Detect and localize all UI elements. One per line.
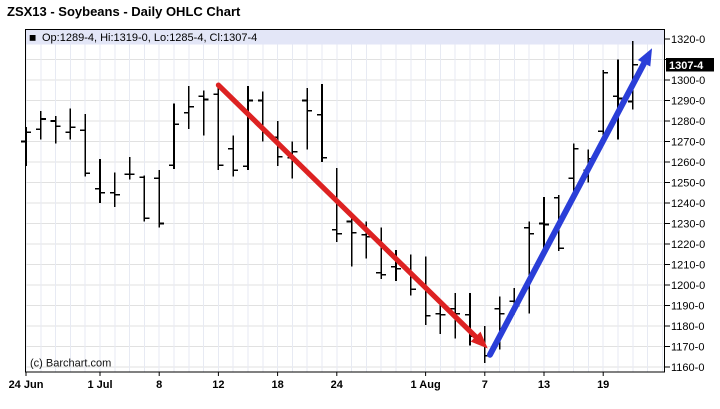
ohlc-bar bbox=[539, 196, 549, 251]
ohlc-bar bbox=[524, 221, 535, 314]
ohlc-bar bbox=[302, 88, 313, 150]
chart-title: ZSX13 - Soybeans - Daily OHLC Chart bbox=[7, 4, 241, 19]
y-axis-label: 1220-0 bbox=[671, 239, 705, 251]
x-axis-label: 7 bbox=[482, 379, 488, 391]
ohlc-bar bbox=[169, 103, 179, 170]
ohlc-bar bbox=[317, 84, 327, 162]
x-axis-label: 19 bbox=[597, 379, 609, 391]
x-axis-label: 24 Jun bbox=[9, 379, 44, 391]
ohlc-bar bbox=[198, 90, 209, 136]
x-axis-label: 8 bbox=[156, 379, 162, 391]
y-axis-label: 1180-0 bbox=[671, 321, 704, 333]
ohlc-bar bbox=[627, 41, 638, 110]
quote-text: Op:1289-4, Hi:1319-0, Lo:1285-4, Cl:1307… bbox=[42, 32, 257, 44]
ohlc-bar bbox=[35, 110, 46, 140]
ohlc-bar bbox=[331, 168, 342, 242]
y-axis-label: 1240-0 bbox=[671, 198, 705, 210]
x-axis-label: 24 bbox=[331, 379, 344, 391]
downtrend-arrow bbox=[215, 82, 488, 349]
y-axis-label: 1170-0 bbox=[671, 342, 704, 354]
x-axis-label: 12 bbox=[212, 379, 224, 391]
last-price-label: 1307-4 bbox=[669, 60, 704, 72]
ohlc-bar bbox=[139, 175, 150, 222]
x-axis: 24 Jun 1 Jul 8 12 18 24 1 Aug 7 13 19 bbox=[9, 372, 609, 391]
ohlc-bar bbox=[95, 158, 105, 203]
copyright: (c) Barchart.com bbox=[30, 358, 111, 370]
uptrend-arrow bbox=[486, 48, 653, 358]
y-axis-label: 1320-0 bbox=[671, 34, 705, 46]
y-axis-label: 1160-0 bbox=[671, 362, 704, 374]
ohlc-bars bbox=[21, 41, 638, 363]
ohlc-bar bbox=[50, 115, 61, 144]
y-axis-label: 1250-0 bbox=[671, 178, 705, 190]
y-axis-label: 1210-0 bbox=[671, 260, 705, 272]
x-axis-label: 1 Aug bbox=[411, 379, 441, 391]
ohlc-bar bbox=[598, 69, 609, 140]
y-axis-label: 1200-0 bbox=[671, 280, 705, 292]
plot-border bbox=[24, 28, 666, 373]
last-price-box bbox=[666, 58, 714, 72]
ohlc-bar bbox=[213, 84, 224, 171]
ohlc-bar bbox=[568, 143, 579, 195]
ohlc-bar bbox=[183, 86, 194, 130]
y-axis-label: 1270-0 bbox=[671, 137, 705, 149]
ohlc-bar bbox=[613, 59, 623, 140]
ohlc-bar bbox=[346, 213, 357, 267]
y-axis-label: 1300-0 bbox=[671, 75, 705, 87]
x-axis-label: 13 bbox=[538, 379, 550, 391]
ohlc-bar bbox=[243, 86, 253, 171]
x-axis-label: 1 Jul bbox=[87, 379, 112, 391]
trend-arrows bbox=[215, 48, 653, 358]
y-axis-label: 1260-0 bbox=[671, 157, 705, 169]
y-axis-label: 1280-0 bbox=[671, 116, 705, 128]
y-axis: 1320-0 1300-0 1290-0 1280-0 1270-0 1260-0 1250… bbox=[665, 34, 705, 374]
ohlc-bar bbox=[228, 135, 239, 177]
ohlc-bar bbox=[124, 156, 135, 180]
y-axis-label: 1190-0 bbox=[671, 301, 704, 313]
ohlc-bar bbox=[65, 108, 76, 140]
quote-marker-icon: ■ bbox=[29, 31, 36, 45]
quote-strip bbox=[25, 29, 665, 45]
y-axis-label: 1230-0 bbox=[671, 219, 705, 231]
ohlc-bar bbox=[109, 172, 120, 208]
x-axis-label: 18 bbox=[271, 379, 283, 391]
ohlc-bar bbox=[80, 113, 91, 177]
ohlc-bar bbox=[154, 170, 165, 228]
ohlc-bar bbox=[376, 227, 387, 279]
y-axis-label: 1290-0 bbox=[671, 96, 705, 108]
